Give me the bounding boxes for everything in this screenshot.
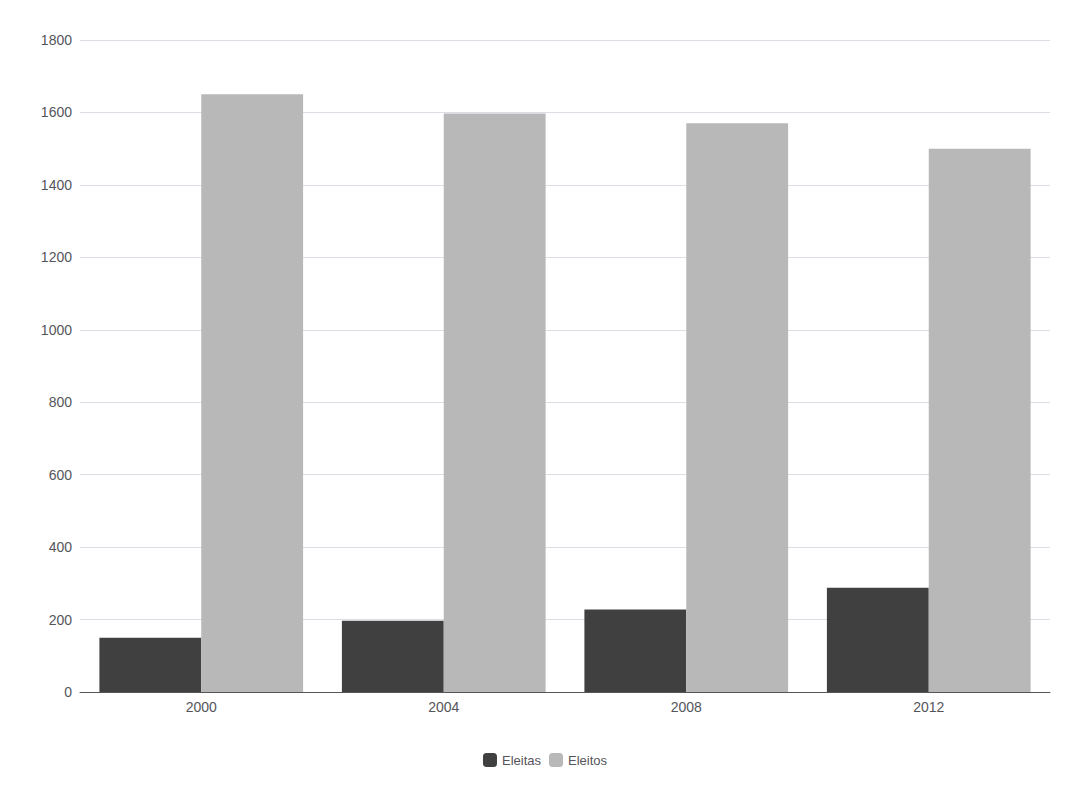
svg-text:Eleitas: Eleitas [502,753,542,768]
svg-text:400: 400 [49,539,73,555]
svg-text:2000: 2000 [186,699,217,715]
svg-text:0: 0 [64,684,72,700]
svg-text:200: 200 [49,612,73,628]
svg-text:600: 600 [49,467,73,483]
svg-text:1000: 1000 [41,322,72,338]
svg-text:Eleitos: Eleitos [568,753,608,768]
svg-text:1600: 1600 [41,104,72,120]
svg-text:2012: 2012 [913,699,944,715]
svg-text:2008: 2008 [671,699,702,715]
svg-text:1800: 1800 [41,32,72,48]
svg-text:800: 800 [49,394,73,410]
svg-text:2004: 2004 [428,699,459,715]
svg-text:1200: 1200 [41,249,72,265]
svg-text:1400: 1400 [41,177,72,193]
